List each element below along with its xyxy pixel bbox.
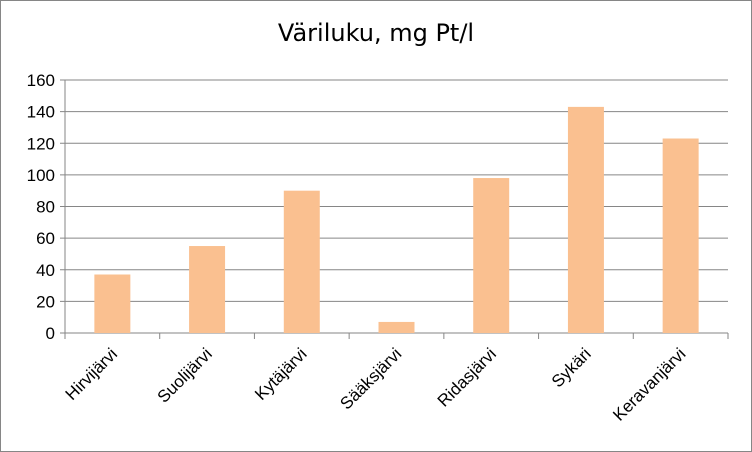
x-tick-label: Ridasjärvi [434,344,500,410]
bar-ridasjärvi [473,178,510,333]
x-tick-label: Sykäri [548,344,595,391]
y-tick-label: 140 [27,103,55,122]
bar-sääksjärvi [378,321,415,333]
x-tick-label: Sääksjärvi [336,344,405,413]
x-tick-label: Kytäjärvi [251,344,311,404]
bar-suolijärvi [189,246,226,333]
y-tick-label: 100 [27,166,55,185]
x-tick-label: Hirvijärvi [62,344,122,404]
x-tick-label: Keravanjärvi [609,344,689,424]
y-tick-label: 80 [36,198,55,217]
gridlines [60,79,729,339]
bar-keravanjärvi [662,138,699,333]
bar-hirvijärvi [94,274,131,333]
y-axis-ticks: 0 20 40 60 80 100 120 140 160 [27,71,55,343]
bar-kytäjärvi [283,190,320,333]
y-tick-label: 120 [27,134,55,153]
bars [94,106,699,333]
y-tick-label: 20 [36,292,55,311]
x-tick-label: Suolijärvi [154,344,216,406]
bar-sykäri [567,106,604,333]
y-tick-label: 60 [36,229,55,248]
chart-title: Väriluku, mg Pt/l [277,19,475,47]
x-axis-ticks: Hirvijärvi Suolijärvi Kytäjärvi Sääksjärvi R… [62,344,690,424]
y-tick-label: 160 [27,71,55,90]
y-tick-label: 0 [46,324,55,343]
y-tick-label: 40 [36,261,55,280]
